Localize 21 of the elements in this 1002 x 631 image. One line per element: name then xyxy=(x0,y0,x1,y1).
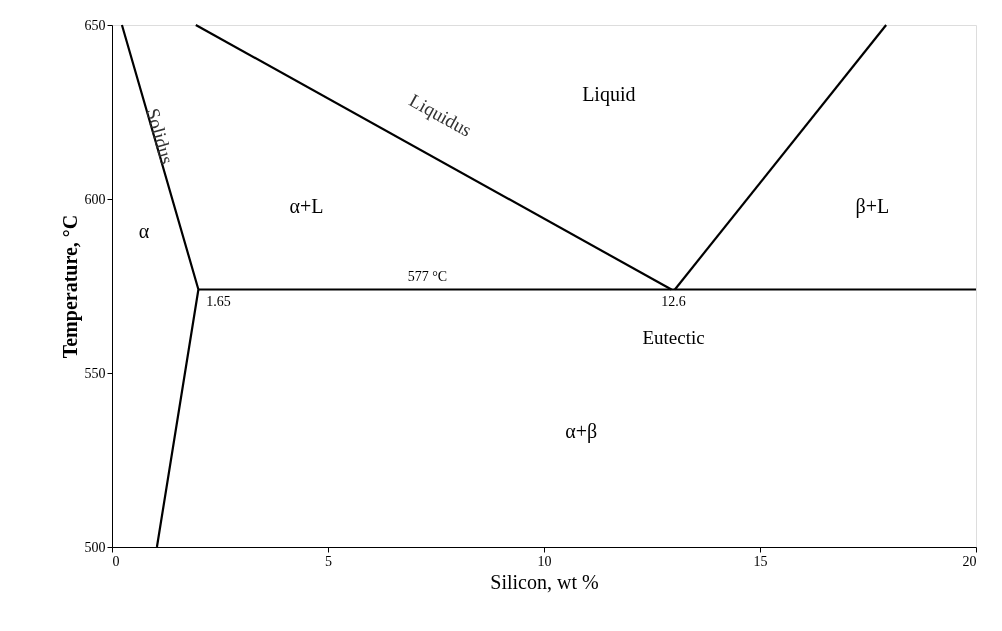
annotation: Solidus xyxy=(142,105,178,167)
y-tick-label: 550 xyxy=(84,365,106,381)
y-axis-title: Temperature, °C xyxy=(58,214,82,359)
x-tick-label: 0 xyxy=(112,553,120,569)
x-axis-title: Silicon, wt % xyxy=(490,570,599,593)
annotation: α+L xyxy=(289,195,324,217)
x-tick-label: 15 xyxy=(753,553,768,569)
y-tick-label: 600 xyxy=(84,191,106,207)
y-tick-label: 500 xyxy=(84,539,106,555)
x-tick-label: 5 xyxy=(325,553,332,569)
annotation: α xyxy=(138,220,150,243)
annotation: Liquid xyxy=(582,82,636,106)
annotation: 577 °C xyxy=(407,269,448,285)
annotation: 1.65 xyxy=(206,294,231,310)
annotation: α+β xyxy=(565,420,598,444)
annotation: β+L xyxy=(855,195,890,218)
annotation: 12.6 xyxy=(661,294,686,310)
x-tick-label: 20 xyxy=(962,553,977,569)
x-tick-label: 10 xyxy=(537,553,552,569)
annotation: Eutectic xyxy=(642,327,705,349)
y-tick-label: 650 xyxy=(84,17,106,33)
